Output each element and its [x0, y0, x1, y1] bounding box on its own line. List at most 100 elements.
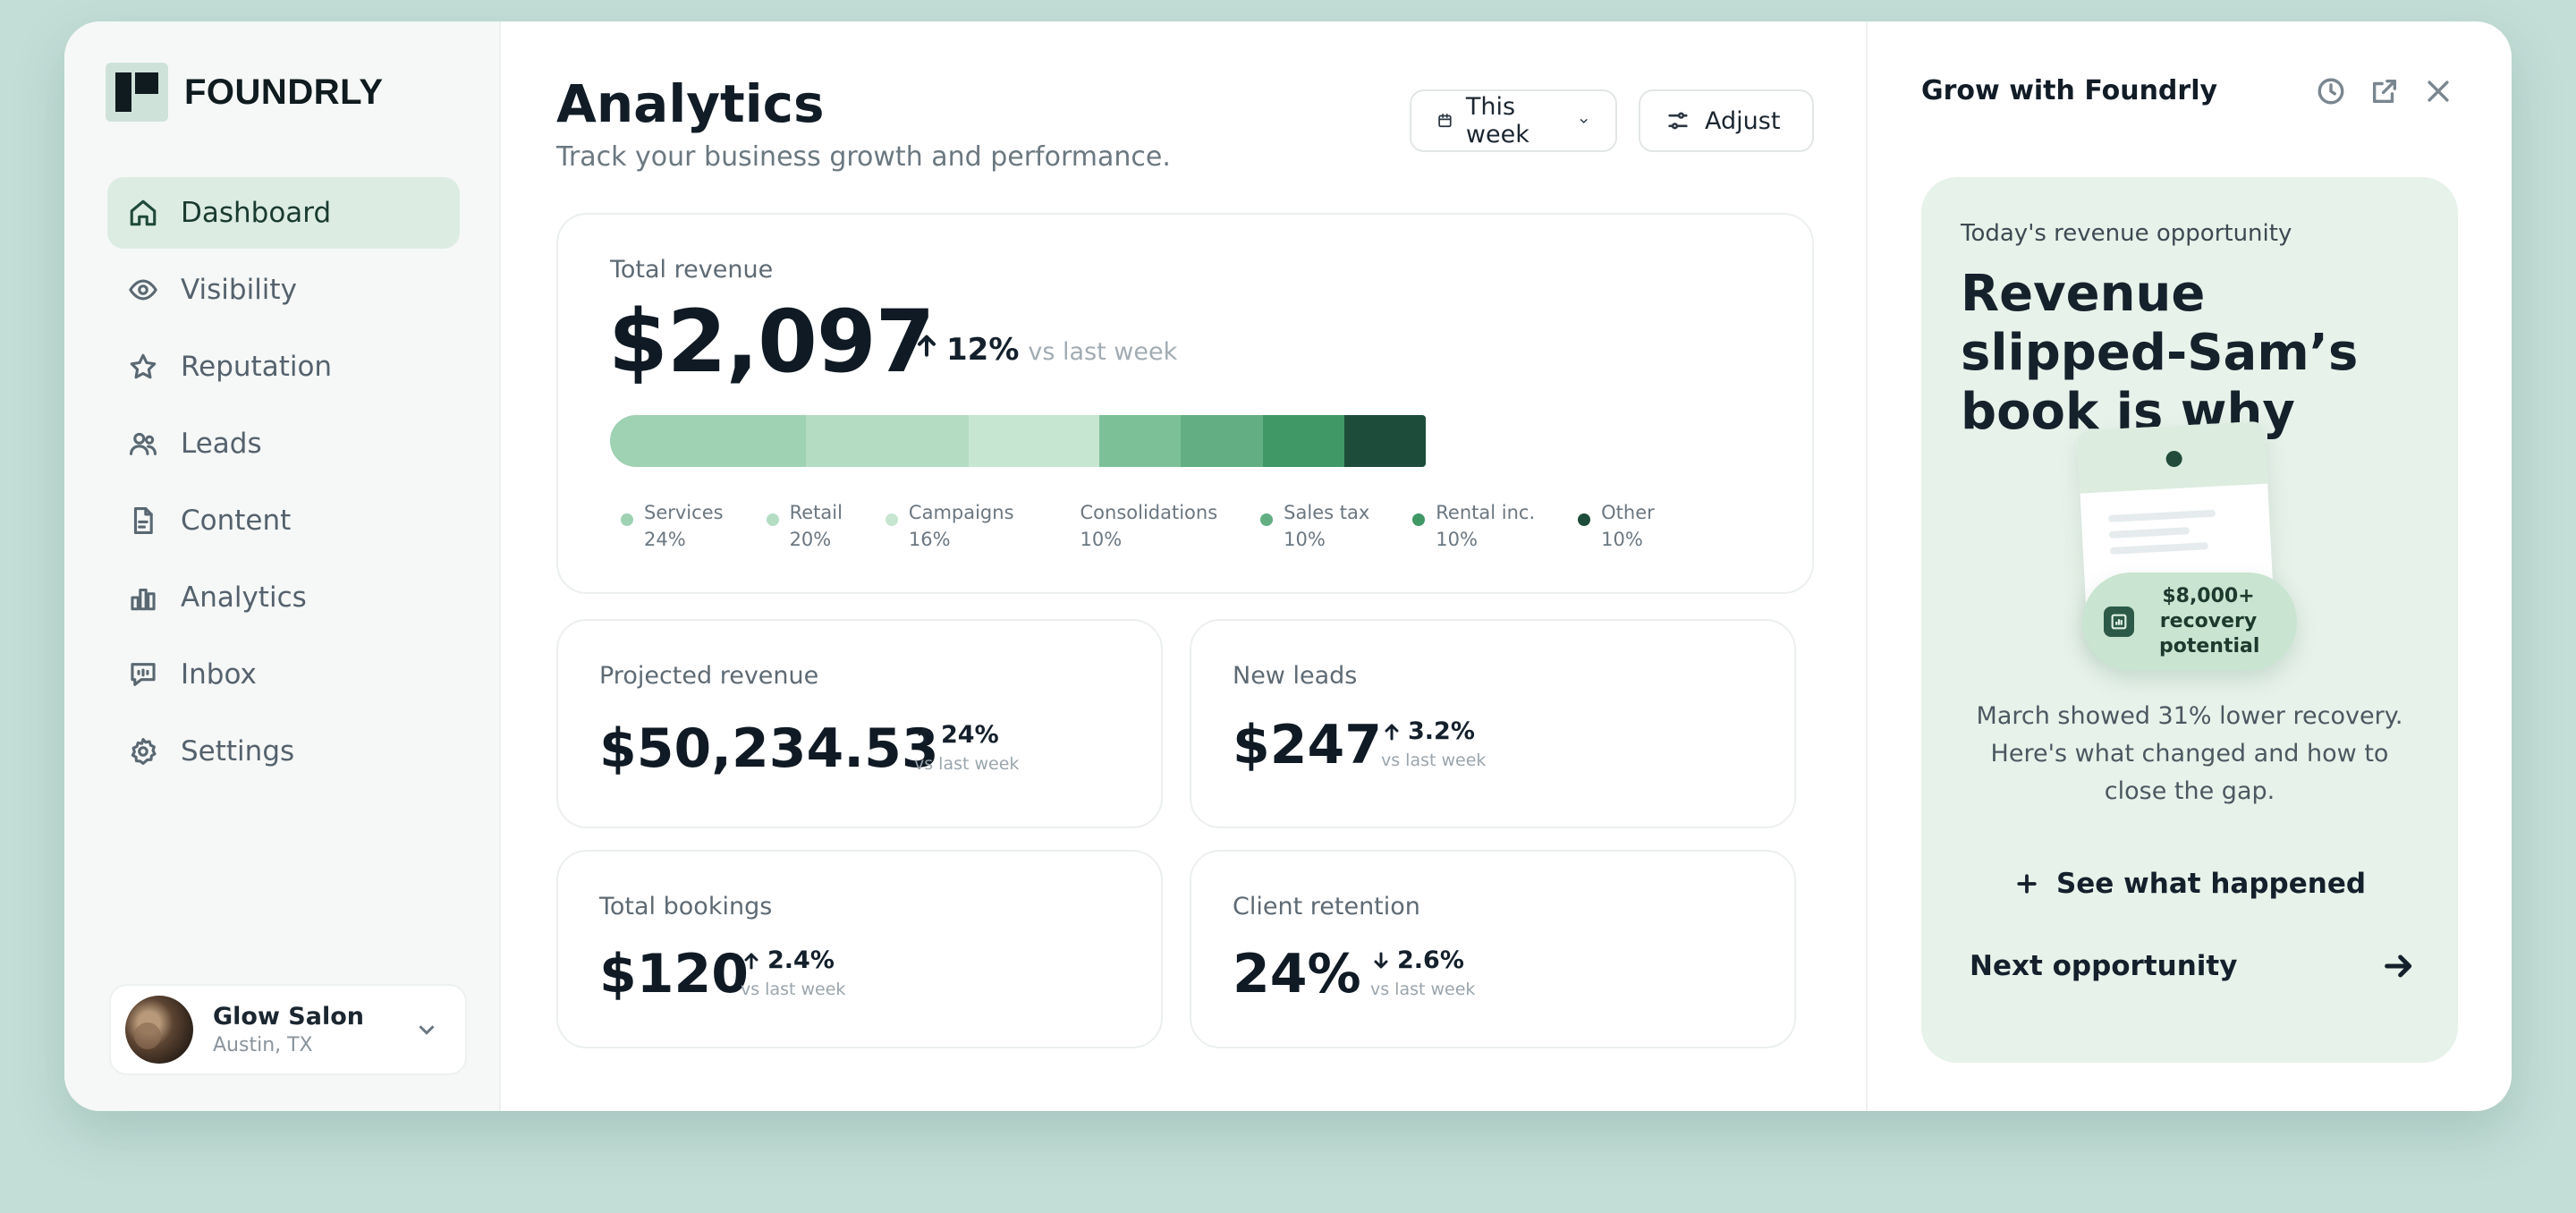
revenue-segment[interactable]	[1099, 415, 1182, 467]
legend-dot	[621, 513, 633, 526]
opportunity-card: Today's revenue opportunity Revenue slip…	[1921, 177, 2458, 1063]
star-icon	[127, 351, 159, 383]
document-icon	[127, 505, 159, 537]
stat-value: 24%	[1233, 943, 1361, 1005]
next-opportunity-button[interactable]: Next opportunity	[1970, 948, 2417, 984]
sidebar-item-leads[interactable]: Leads	[107, 408, 460, 479]
sidebar-item-visibility[interactable]: Visibility	[107, 254, 460, 326]
arrow-up-icon	[918, 727, 932, 743]
arrow-right-icon	[2385, 954, 2412, 978]
account-location: Austin, TX	[213, 1034, 313, 1056]
sidebar-item-content[interactable]: Content	[107, 485, 460, 556]
page-subtitle: Track your business growth and performan…	[556, 141, 1171, 173]
stat-label: Total bookings	[599, 893, 773, 920]
revenue-breakdown-bar	[610, 415, 1426, 467]
panel-actions	[2295, 73, 2456, 109]
legend-item: Sales tax 10%	[1250, 499, 1369, 553]
revenue-segment[interactable]	[1343, 415, 1426, 467]
legend-item: Rental inc. 10%	[1402, 499, 1535, 553]
new-leads-card: New leads $247 3.2% vs last week	[1190, 619, 1796, 828]
legend-value: 10%	[1284, 529, 1326, 550]
opportunity-headline: Revenue slipped-Sam’s book is why	[1961, 265, 2359, 441]
cta-label: See what happened	[2055, 868, 2367, 900]
stat-delta-value: 2.4%	[767, 946, 835, 974]
legend-label: Services	[644, 502, 724, 523]
sidebar-item-label: Leads	[181, 428, 262, 460]
sidebar-nav: Dashboard Visibility Reputation Leads Co…	[107, 177, 460, 793]
avatar	[125, 996, 193, 1064]
brand[interactable]: FOUNDRLY	[106, 63, 384, 122]
legend-item: Consolidations 10%	[1046, 499, 1218, 553]
revenue-segment[interactable]	[805, 415, 970, 467]
legend-label: Retail	[789, 502, 843, 523]
sidebar-item-label: Inbox	[181, 658, 257, 691]
sidebar-item-inbox[interactable]: Inbox	[107, 639, 460, 710]
chart-icon	[2104, 606, 2134, 637]
date-range-button[interactable]: This week	[1410, 89, 1617, 152]
stat-delta-value: 3.2%	[1408, 717, 1475, 745]
stat-label: Projected revenue	[599, 662, 819, 690]
date-range-label: This week	[1465, 93, 1530, 148]
sidebar-item-dashboard[interactable]: Dashboard	[107, 177, 460, 249]
legend-item: Services 24%	[610, 499, 724, 553]
legend-label: Consolidations	[1080, 502, 1218, 523]
projected-revenue-card: Projected revenue $50,234.53 24% vs last…	[556, 619, 1163, 828]
arrow-up-icon	[744, 953, 758, 969]
close-icon[interactable]	[2420, 73, 2456, 109]
stat-vs: vs last week	[1370, 980, 1476, 999]
sidebar-item-label: Dashboard	[181, 197, 332, 229]
legend-dot	[1578, 513, 1591, 526]
chevron-down-icon	[413, 1016, 440, 1043]
opportunity-illustration: $8,000+ recovery potential	[2073, 420, 2306, 694]
revenue-segment[interactable]	[969, 415, 1100, 467]
page-title: Analytics	[556, 73, 825, 134]
chevron-down-icon	[1580, 119, 1588, 123]
total-revenue-card: Total revenue $2,097 12% vs last week Se…	[556, 213, 1814, 594]
stat-delta: 24% vs last week	[914, 721, 1019, 774]
sidebar-item-label: Analytics	[181, 581, 307, 614]
total-bookings-card: Total bookings $120 2.4% vs last week	[556, 850, 1163, 1048]
stat-delta: 3.2% vs last week	[1381, 717, 1486, 770]
stat-label: New leads	[1233, 662, 1358, 690]
stat-value: $50,234.53	[599, 717, 939, 780]
total-revenue-delta-value: 12%	[946, 332, 1020, 368]
logo-icon	[106, 63, 168, 122]
revenue-segment[interactable]	[1181, 415, 1263, 467]
stat-delta-value: 24%	[941, 721, 999, 749]
adjust-label: Adjust	[1705, 106, 1781, 135]
legend-label: Other	[1601, 502, 1655, 523]
legend-value: 10%	[1436, 529, 1478, 550]
next-label: Next opportunity	[1970, 950, 2238, 982]
see-what-happened-button[interactable]: See what happened	[1921, 868, 2458, 900]
revenue-segment[interactable]	[1262, 415, 1344, 467]
sidebar-item-label: Reputation	[181, 351, 333, 383]
legend-dot	[1412, 513, 1426, 526]
sliders-icon	[1668, 112, 1688, 130]
stat-vs: vs last week	[1381, 751, 1487, 770]
history-icon[interactable]	[2313, 73, 2349, 109]
account-switcher[interactable]: Glow Salon Austin, TX	[109, 984, 467, 1075]
legend-dot	[1057, 513, 1070, 526]
revenue-segment[interactable]	[610, 415, 806, 467]
legend-item: Campaigns 16%	[875, 499, 1014, 553]
legend-dot	[885, 513, 898, 526]
stat-vs: vs last week	[741, 980, 846, 999]
stat-delta: 2.4% vs last week	[741, 946, 845, 999]
legend-value: 16%	[908, 529, 951, 550]
sidebar-item-reputation[interactable]: Reputation	[107, 331, 460, 403]
arrow-down-icon	[1374, 952, 1388, 968]
sidebar-item-analytics[interactable]: Analytics	[107, 562, 460, 633]
client-retention-card: Client retention 24% 2.6% vs last week	[1190, 850, 1796, 1048]
adjust-button[interactable]: Adjust	[1639, 89, 1814, 152]
legend-value: 24%	[644, 529, 686, 550]
legend-label: Campaigns	[908, 502, 1014, 523]
sidebar-item-settings[interactable]: Settings	[107, 716, 460, 787]
users-icon	[127, 428, 159, 460]
external-link-icon[interactable]	[2367, 73, 2402, 109]
sidebar-item-label: Content	[181, 505, 292, 537]
sidebar-item-label: Settings	[181, 735, 295, 768]
total-revenue-value: $2,097	[608, 292, 935, 392]
total-revenue-label: Total revenue	[610, 256, 774, 284]
arrow-up-icon	[1385, 724, 1399, 740]
opportunity-body: March showed 31% lower recovery. Here's …	[1976, 702, 2403, 805]
